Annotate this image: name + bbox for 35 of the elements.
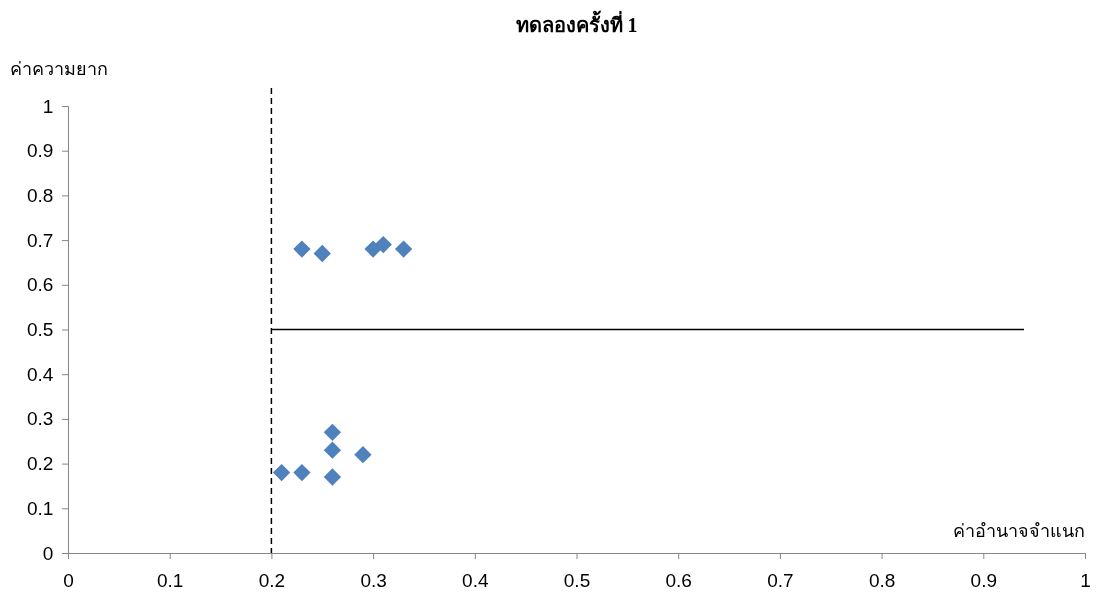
y-tick-label: 0 (42, 542, 54, 564)
y-tick-label: 0.4 (26, 363, 54, 385)
x-tick-label: 0.3 (360, 569, 387, 591)
chart-title: ทดลองครั้งที่ 1 (515, 10, 638, 36)
x-tick-label: 0.8 (868, 569, 896, 591)
point (313, 244, 331, 263)
y-tick-label: 0.5 (26, 319, 54, 341)
point (323, 468, 342, 486)
x-tick-label: 0.1 (156, 569, 184, 591)
y-tick-label: 0.1 (26, 497, 54, 519)
y-axis-title: ค่าความยาก (10, 59, 108, 79)
x-tick-label: 0.2 (258, 569, 286, 591)
x-tick-label: 0.6 (665, 569, 692, 591)
y-tick-label: 0.8 (26, 184, 54, 206)
x-tick-label: 0.9 (970, 569, 998, 591)
x-tick-label: 1 (1080, 569, 1091, 591)
point (272, 463, 291, 482)
y-tick-label: 0.9 (26, 140, 54, 162)
y-tick-label: 1 (42, 95, 54, 117)
x-tick-label: 0 (63, 569, 74, 591)
point (394, 240, 413, 258)
y-tick-label: 0.6 (26, 274, 54, 296)
point (323, 423, 342, 441)
x-tick-label: 0.7 (767, 569, 794, 591)
point (374, 235, 392, 254)
point (354, 446, 372, 464)
x-tick-label: 0.5 (563, 569, 591, 591)
x-axis-title: ค่าอำนาจจำแนก (953, 521, 1085, 541)
point (323, 441, 342, 459)
y-tick-label: 0.7 (26, 229, 54, 251)
y-tick-label: 0.2 (26, 453, 54, 475)
x-tick-label: 0.4 (462, 569, 489, 591)
point (293, 463, 311, 482)
y-tick-label: 0.3 (26, 408, 54, 430)
point (293, 240, 311, 258)
